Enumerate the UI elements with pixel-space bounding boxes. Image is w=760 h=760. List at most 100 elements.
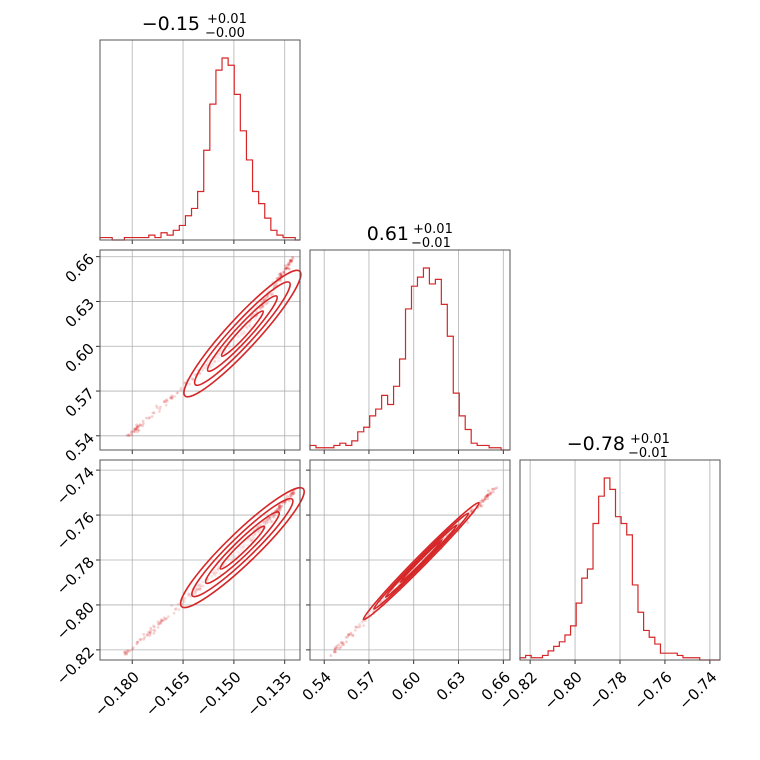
pair-p0-p1-contour-3 <box>220 310 265 358</box>
pair-p1-p2-sample-108 <box>339 645 343 649</box>
pair-p0-p2-sample-67 <box>149 628 153 632</box>
pair-p0-p2-sample-235 <box>148 630 152 634</box>
pair-p0-p2-sample-106 <box>215 571 218 574</box>
pair-p0-p2-sample-241 <box>153 629 157 633</box>
pair-p0-p2-sample-222 <box>283 501 287 505</box>
pair-p0-p2-sample-126 <box>267 516 271 520</box>
pair-p1-p2-sample-14 <box>347 633 350 637</box>
pair-p0-p2-sample-115 <box>269 517 272 520</box>
pair-p1-p2-sample-131 <box>351 634 355 638</box>
pair-p0-p1-sample-196 <box>227 346 231 349</box>
pair-p1-p2-sample-226 <box>481 499 485 503</box>
pair-p0-p1-sample-202 <box>279 272 283 276</box>
pair-p0-p1-sample-223 <box>134 427 138 431</box>
scatter-panel-p1-p2 <box>306 459 511 664</box>
pair-p0-p1-sample-180 <box>266 301 270 305</box>
pair-p1-p2-sample-154 <box>486 494 489 498</box>
pair-p0-p1-sample-14 <box>243 330 247 334</box>
pair-p0-p1-sample-227 <box>245 327 249 331</box>
pair-p0-p1-sample-26 <box>176 391 180 395</box>
title-p1: 0.61 +0.01 −0.01 <box>367 222 453 251</box>
pair-p0-p2-sample-117 <box>177 608 181 611</box>
pair-p0-p1-sample-182 <box>135 425 139 429</box>
pair-p0-p2-sample-174 <box>187 592 190 596</box>
pair-p0-p1-sample-115 <box>175 391 179 395</box>
pair-p0-p2-sample-216 <box>279 507 282 511</box>
pair-p0-p2-sample-173 <box>269 520 273 524</box>
pair-p0-p1-sample-15 <box>183 381 187 384</box>
pair-p0-p2-sample-186 <box>262 520 266 523</box>
pair-p1-p2-sample-19 <box>383 597 386 600</box>
pair-p0-p2-sample-191 <box>194 590 197 594</box>
pair-p0-p1-sample-127 <box>269 293 273 296</box>
pair-p0-p1-sample-50 <box>125 433 129 437</box>
pair-p0-p2-sample-192 <box>218 572 222 576</box>
pair-p0-p1-sample-46 <box>142 422 145 425</box>
ytick-label-p1-2: 0.60 <box>62 340 98 376</box>
pair-p0-p2-sample-39 <box>280 504 283 508</box>
pair-p1-p2-sample-193 <box>341 643 344 646</box>
pair-p0-p2-sample-31 <box>249 539 253 543</box>
pair-p1-p2-contour-2 <box>384 524 458 599</box>
title-p1-main: 0.61 <box>367 223 409 245</box>
pair-p0-p1-sample-17 <box>223 351 227 355</box>
pair-p1-p2-sample-203 <box>364 619 367 623</box>
pair-p0-p1-sample-135 <box>168 396 172 400</box>
pair-p1-p2-sample-196 <box>480 498 484 502</box>
pair-p0-p1-sample-35 <box>248 324 252 327</box>
pair-p0-p2-sample-49 <box>200 584 203 588</box>
pair-p0-p2-sample-66 <box>241 546 245 549</box>
pair-p0-p2-sample-242 <box>138 638 142 642</box>
pair-p0-p2-sample-160 <box>159 622 163 625</box>
pair-p0-p1-sample-57 <box>266 295 269 298</box>
pair-p0-p2-sample-28 <box>160 619 163 623</box>
pair-p0-p2-sample-128 <box>212 570 216 574</box>
pair-p0-p1-sample-186 <box>282 270 286 274</box>
pair-p0-p1-contour-2 <box>206 295 279 373</box>
pair-p0-p2-sample-199 <box>174 607 178 610</box>
pair-p0-p1-sample-93 <box>164 400 167 403</box>
pair-p1-p2-sample-173 <box>483 495 487 499</box>
pair-p0-p1-sample-1 <box>244 325 248 329</box>
pair-p0-p1-sample-213 <box>245 325 249 328</box>
title-p0-plus: +0.01 <box>207 12 247 27</box>
pair-p0-p1-sample-166 <box>159 405 162 409</box>
pair-p0-p1-hgrid <box>100 256 300 437</box>
pair-p1-p2-sample-133 <box>481 500 485 503</box>
pair-p0-p2-sample-57 <box>289 494 293 498</box>
pair-p1-p2-sample-110 <box>333 647 337 651</box>
pair-p0-p2-sample-15 <box>277 504 281 508</box>
pair-p0-p2-sample-137 <box>157 622 161 626</box>
pair-p0-p1-sample-34 <box>283 264 287 268</box>
pair-p0-p2-sample-12 <box>256 531 260 534</box>
pair-p0-p2-sample-51 <box>238 551 242 555</box>
hist-p0-vgrid <box>131 40 286 240</box>
pair-p0-p2-sample-151 <box>264 519 267 523</box>
pair-p0-p1-sample-256 <box>169 397 173 400</box>
pair-p0-p2-sample-158 <box>217 566 221 570</box>
title-p2-plus: +0.01 <box>630 432 670 447</box>
pair-p1-p2-sample-53 <box>489 491 493 494</box>
pair-p0-p2-samples <box>123 487 297 656</box>
pair-p1-p2-sample-134 <box>480 504 484 508</box>
xtick-label-p0-1: −0.165 <box>142 668 194 720</box>
pair-p0-p2-sample-223 <box>146 634 150 637</box>
pair-p0-p1-sample-245 <box>240 329 244 333</box>
pair-p0-p2-sample-224 <box>278 505 282 509</box>
pair-p0-p1-sample-118 <box>231 343 235 347</box>
pair-p1-p2-sample-139 <box>495 486 499 490</box>
pair-p1-p2-sample-234 <box>492 487 495 491</box>
pair-p1-p2-sample-16 <box>354 625 358 629</box>
pair-p0-p1-sample-77 <box>133 427 136 431</box>
ytick-label-p2-0: −0.82 <box>53 643 98 688</box>
pair-p0-p2-sample-212 <box>263 521 266 525</box>
pair-p1-p2-sample-229 <box>358 625 362 628</box>
pair-p0-p1-sample-192 <box>284 267 288 271</box>
pair-p1-p2-contour-1 <box>373 512 470 610</box>
pair-p1-p2-sample-235 <box>358 623 361 626</box>
xtick-label-p1-3: 0.63 <box>433 668 469 704</box>
hist-p1-vgrid <box>323 250 504 450</box>
title-p2: −0.78 +0.01 −0.01 <box>567 432 670 461</box>
pair-p0-p2-sample-97 <box>201 584 205 588</box>
pair-p1-p2-sample-55 <box>354 625 358 629</box>
